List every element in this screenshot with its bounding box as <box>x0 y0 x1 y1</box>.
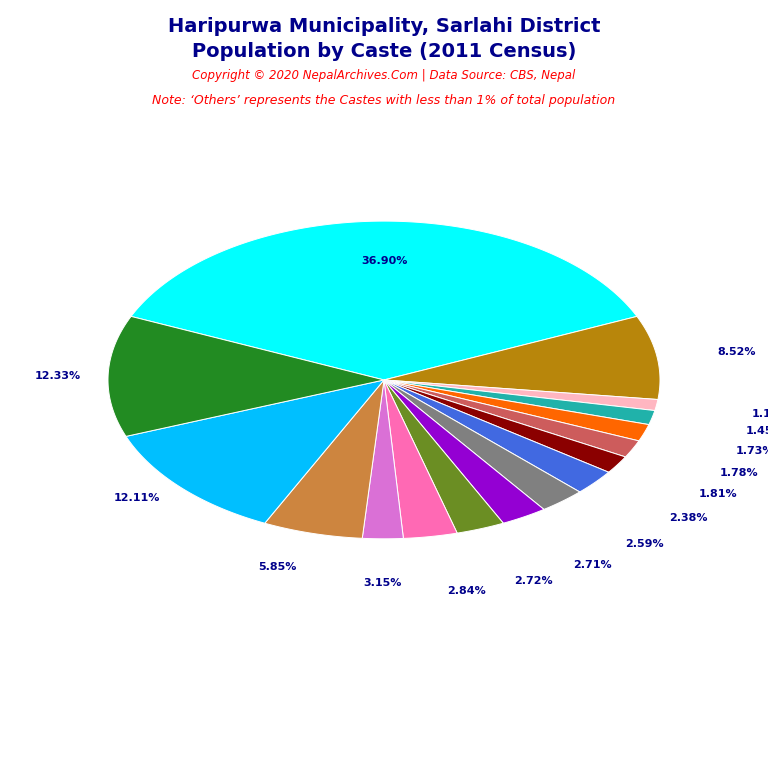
Polygon shape <box>384 380 544 523</box>
Text: 2.72%: 2.72% <box>515 576 553 586</box>
Polygon shape <box>384 316 660 399</box>
Polygon shape <box>384 380 649 441</box>
Polygon shape <box>384 380 655 425</box>
Text: 1.12%: 1.12% <box>752 409 768 419</box>
Text: 1.81%: 1.81% <box>699 489 738 499</box>
Text: 2.38%: 2.38% <box>669 513 707 523</box>
Polygon shape <box>362 380 403 539</box>
Text: 36.90%: 36.90% <box>361 256 407 266</box>
Polygon shape <box>384 380 625 472</box>
Polygon shape <box>108 316 384 436</box>
Text: 8.52%: 8.52% <box>717 347 756 357</box>
Polygon shape <box>384 380 457 538</box>
Text: Haripurwa Municipality, Sarlahi District: Haripurwa Municipality, Sarlahi District <box>167 17 601 36</box>
Polygon shape <box>131 221 637 380</box>
Text: 3.15%: 3.15% <box>363 578 402 588</box>
Text: Population by Caste (2011 Census): Population by Caste (2011 Census) <box>192 42 576 61</box>
Text: 5.85%: 5.85% <box>258 562 296 572</box>
Polygon shape <box>126 380 384 523</box>
Polygon shape <box>265 380 384 538</box>
Text: 2.59%: 2.59% <box>625 538 664 548</box>
Polygon shape <box>384 380 609 492</box>
Text: 12.11%: 12.11% <box>114 493 161 503</box>
Text: 12.33%: 12.33% <box>35 371 81 381</box>
Polygon shape <box>384 380 658 411</box>
Polygon shape <box>384 380 580 509</box>
Text: 2.84%: 2.84% <box>447 586 485 596</box>
Polygon shape <box>384 380 503 533</box>
Text: 2.71%: 2.71% <box>573 560 612 570</box>
Text: 1.73%: 1.73% <box>736 446 768 456</box>
Text: 1.78%: 1.78% <box>720 468 758 478</box>
Polygon shape <box>384 380 639 457</box>
Text: Note: ‘Others’ represents the Castes with less than 1% of total population: Note: ‘Others’ represents the Castes wit… <box>152 94 616 108</box>
Text: 1.45%: 1.45% <box>746 425 768 435</box>
Text: Copyright © 2020 NepalArchives.Com | Data Source: CBS, Nepal: Copyright © 2020 NepalArchives.Com | Dat… <box>192 69 576 82</box>
